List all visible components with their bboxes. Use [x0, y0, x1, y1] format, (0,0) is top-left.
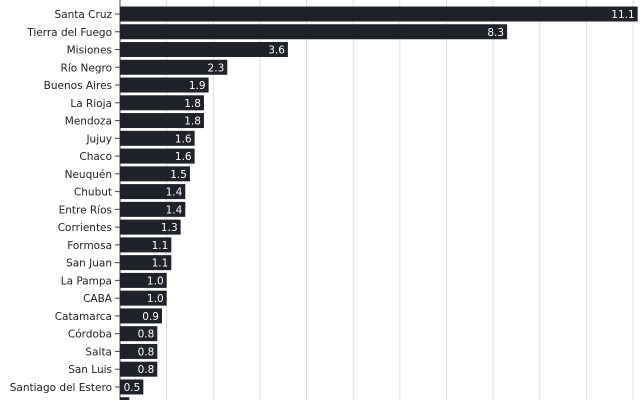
y-tick-label: Corrientes	[58, 222, 112, 234]
bar	[120, 379, 144, 395]
bar	[120, 219, 181, 235]
y-tick-label: Chaco	[79, 151, 112, 163]
value-label: 1.0	[147, 275, 164, 287]
value-label: 1.1	[152, 240, 169, 252]
bar	[120, 113, 204, 129]
bar	[120, 272, 167, 288]
y-tick-label: San Luis	[68, 364, 112, 376]
bar	[120, 326, 158, 342]
bar	[120, 361, 158, 377]
value-label: 1.8	[184, 98, 201, 110]
bar	[120, 148, 195, 164]
bar	[120, 184, 186, 200]
y-tick-label: Buenos Aires	[44, 80, 112, 92]
value-label: 0.8	[138, 329, 155, 341]
value-label: 1.6	[175, 133, 192, 145]
bar	[120, 343, 158, 359]
bar	[120, 255, 172, 271]
y-tick-label: Chubut	[74, 187, 112, 199]
y-tick-label: Misiones	[67, 45, 112, 57]
y-tick-label: Catamarca	[55, 311, 112, 323]
bar	[120, 95, 204, 111]
value-label: 1.0	[147, 293, 164, 305]
value-label: 1.4	[166, 204, 183, 216]
bar	[120, 397, 130, 400]
bar	[120, 6, 638, 22]
y-tick-label: San Juan	[66, 258, 112, 270]
y-tick-label: Córdoba	[68, 329, 112, 341]
y-tick-label: La Pampa	[61, 275, 112, 287]
value-label: 0.9	[142, 311, 159, 323]
y-tick-label: Jujuy	[85, 133, 112, 145]
y-tick-label: La Rioja	[70, 98, 112, 110]
value-label: 1.3	[161, 222, 178, 234]
bar	[120, 77, 209, 93]
bar	[120, 166, 190, 182]
value-label: 1.6	[175, 151, 192, 163]
y-tick-label: Santa Cruz	[55, 9, 113, 21]
value-label: 1.4	[166, 187, 183, 199]
value-label: 3.6	[268, 45, 285, 57]
y-tick-label: Tierra del Fuego	[26, 27, 112, 39]
value-label: 2.3	[208, 62, 225, 74]
y-tick-label: Río Negro	[61, 62, 112, 74]
value-label: 1.1	[152, 258, 169, 270]
value-label: 1.8	[184, 116, 201, 128]
y-tick-label: Formosa	[67, 240, 112, 252]
y-tick-label: Entre Ríos	[59, 204, 112, 216]
value-label: 0.8	[138, 364, 155, 376]
value-label: 8.3	[487, 27, 504, 39]
y-tick-label: CABA	[83, 293, 113, 305]
value-label: 1.5	[170, 169, 187, 181]
value-label: 0.5	[124, 382, 141, 394]
bar	[120, 308, 162, 324]
bar	[120, 290, 167, 306]
y-tick-label: Salta	[85, 346, 112, 358]
y-tick-label: Neuquén	[65, 169, 112, 181]
value-label: 11.1	[611, 9, 634, 21]
bar	[120, 42, 288, 58]
value-label: 0.8	[138, 346, 155, 358]
bar	[120, 201, 186, 217]
bar	[120, 237, 172, 253]
y-tick-label: Mendoza	[65, 116, 112, 128]
bar	[120, 59, 228, 75]
bar	[120, 130, 195, 146]
bar	[120, 24, 508, 40]
value-label: 1.9	[189, 80, 206, 92]
y-tick-label: Santiago del Estero	[10, 382, 112, 394]
